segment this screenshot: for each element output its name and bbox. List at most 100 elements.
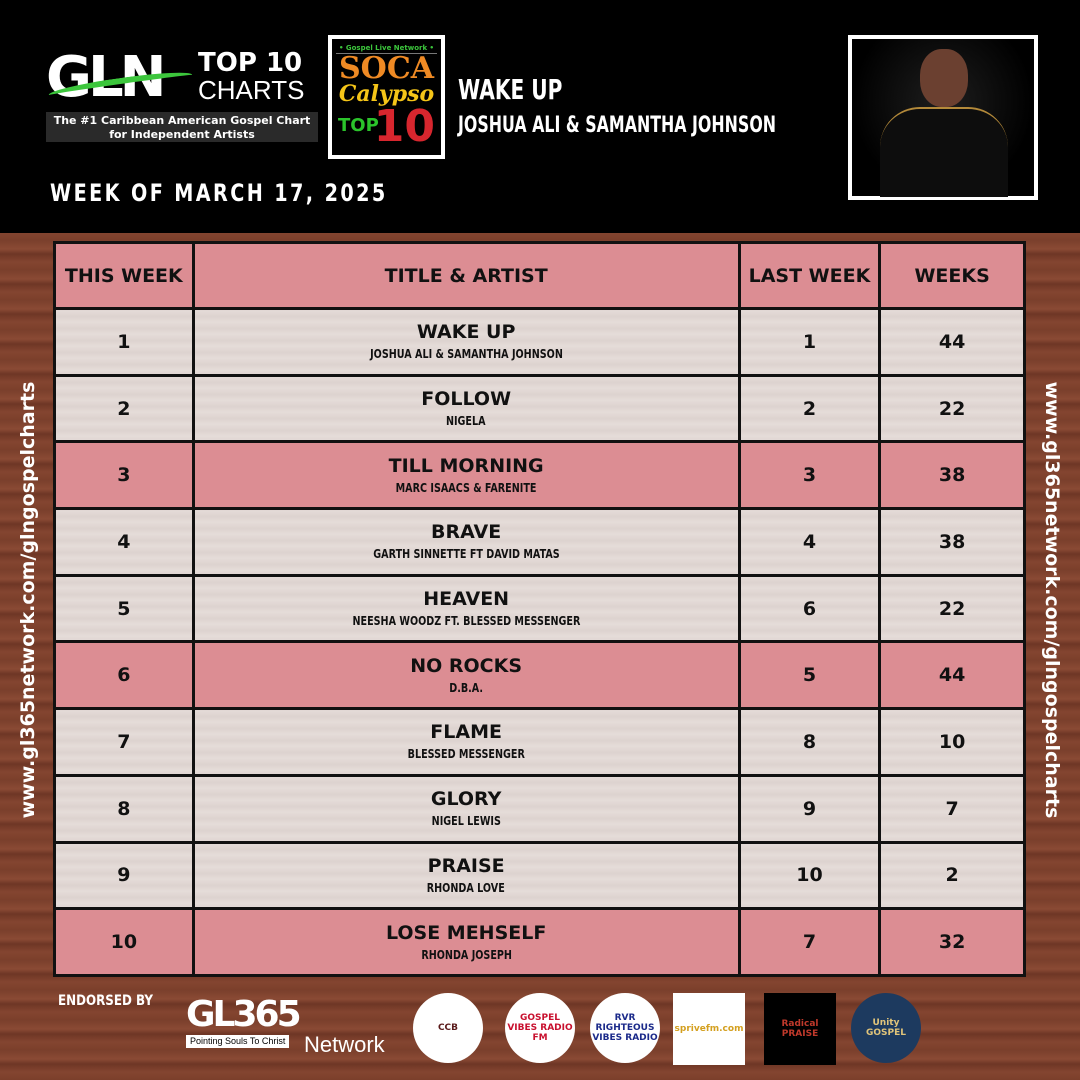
photo-head [920, 49, 968, 107]
table-row: 5 HEAVEN NEESHA WOODZ FT. BLESSED MESSENG… [53, 573, 1026, 644]
soca-text: SOCA [339, 51, 434, 86]
weeks-on-chart: 22 [878, 373, 1026, 444]
partner-logo: GOSPEL VIBES RADIO FM [505, 993, 575, 1063]
partner-logo: CCB [413, 993, 483, 1063]
partner-logo: Unity GOSPEL [851, 993, 921, 1063]
last-week: 4 [737, 507, 882, 577]
title-artist-cell: BRAVE GARTH SINNETTE FT DAVID MATAS [191, 507, 741, 577]
table-row: 4 BRAVE GARTH SINNETTE FT DAVID MATAS 4 3… [53, 507, 1026, 577]
last-week: 10 [737, 840, 882, 911]
featured-artist: JOSHUA ALI & SAMANTHA JOHNSON [458, 113, 777, 138]
this-week: 4 [53, 507, 195, 577]
title-artist-cell: PRAISE RHONDA LOVE [191, 840, 741, 911]
soca-top: TOP [338, 115, 379, 136]
partner-logo: Radical PRAISE [764, 993, 836, 1065]
header: GLN TOP 10 CHARTS The #1 Caribbean Ameri… [0, 0, 1080, 233]
week-of: WEEK OF MARCH 17, 2025 [50, 179, 388, 207]
this-week: 3 [53, 440, 195, 511]
song-title: LOSE MEHSELF [385, 921, 547, 944]
side-url-right: www.gl365network.com/glngospelcharts [1041, 381, 1063, 819]
weeks-on-chart: 44 [878, 640, 1026, 711]
song-artist: RHONDA LOVE [427, 880, 506, 895]
last-week: 2 [737, 373, 882, 444]
weeks-on-chart: 38 [878, 440, 1026, 511]
title-artist-cell: HEAVEN NEESHA WOODZ FT. BLESSED MESSENGER [191, 573, 741, 644]
last-week: 1 [737, 307, 882, 377]
this-week: 6 [53, 640, 195, 711]
logo-tagline: The #1 Caribbean American Gospel Chart f… [46, 112, 318, 142]
song-title: BRAVE [431, 521, 502, 544]
song-title: GLORY [430, 788, 502, 811]
weeks-on-chart: 44 [878, 307, 1026, 377]
this-week: 1 [53, 307, 195, 377]
header-last-week: LAST WEEK [737, 241, 882, 310]
song-title: WAKE UP [416, 321, 516, 344]
weeks-on-chart: 22 [878, 573, 1026, 644]
song-artist: D.B.A. [449, 680, 484, 695]
title-artist-cell: NO ROCKS D.B.A. [191, 640, 741, 711]
gln-logo-text: GLN [46, 45, 166, 110]
title-artist-cell: WAKE UP JOSHUA ALI & SAMANTHA JOHNSON [191, 307, 741, 377]
table-row: 7 FLAME BLESSED MESSENGER 8 10 [53, 707, 1026, 777]
soca-network: • Gospel Live Network • [336, 43, 437, 54]
table-header: THIS WEEK TITLE & ARTIST LAST WEEK WEEKS [53, 241, 1026, 310]
calypso-text: Calypso [338, 81, 435, 107]
last-week: 3 [737, 440, 882, 511]
header-weeks: WEEKS [878, 241, 1026, 310]
this-week: 8 [53, 773, 195, 844]
song-artist: GARTH SINNETTE FT DAVID MATAS [372, 547, 560, 562]
song-artist: BLESSED MESSENGER [407, 747, 525, 762]
song-artist: NIGEL LEWIS [431, 814, 501, 829]
weeks-on-chart: 2 [878, 840, 1026, 911]
header-title-artist: TITLE & ARTIST [191, 241, 741, 310]
gl365-logo-text: GL365 [186, 994, 302, 1035]
table-row: 9 PRAISE RHONDA LOVE 10 2 [53, 840, 1026, 911]
song-title: PRAISE [427, 854, 505, 877]
song-artist: JOSHUA ALI & SAMANTHA JOHNSON [369, 347, 563, 362]
weeks-on-chart: 7 [878, 773, 1026, 844]
partner-logo: sprivefm.com [673, 993, 745, 1065]
this-week: 2 [53, 373, 195, 444]
table-row: 8 GLORY NIGEL LEWIS 9 7 [53, 773, 1026, 844]
last-week: 5 [737, 640, 882, 711]
logo-top10: TOP 10 [198, 48, 303, 78]
side-url-left: www.gl365network.com/glngospelcharts [17, 381, 39, 819]
partner-logo: RVR RIGHTEOUS VIBES RADIO [590, 993, 660, 1063]
last-week: 6 [737, 573, 882, 644]
song-artist: RHONDA JOSEPH [420, 947, 512, 962]
artist-photo [848, 35, 1038, 200]
table-row: 2 FOLLOW NIGELA 2 22 [53, 373, 1026, 444]
last-week: 9 [737, 773, 882, 844]
this-week: 5 [53, 573, 195, 644]
this-week: 9 [53, 840, 195, 911]
soca-calypso-logo: • Gospel Live Network • SOCA Calypso TOP… [328, 35, 445, 159]
soca-10: 10 [373, 101, 435, 152]
endorsed-by-label: ENDORSED BY [58, 993, 154, 1009]
song-artist: NIGELA [446, 414, 486, 429]
weeks-on-chart: 38 [878, 507, 1026, 577]
table-row: 10 LOSE MEHSELF RHONDA JOSEPH 7 32 [53, 907, 1026, 977]
logo-charts: CHARTS [198, 75, 305, 105]
this-week: 7 [53, 707, 195, 777]
gl365-network-logo: GL365 Pointing Souls To Christ Network [186, 997, 398, 1059]
title-artist-cell: GLORY NIGEL LEWIS [191, 773, 741, 844]
song-title: FOLLOW [421, 388, 512, 411]
song-artist: MARC ISAACS & FARENITE [395, 480, 537, 495]
title-artist-cell: TILL MORNING MARC ISAACS & FARENITE [191, 440, 741, 511]
song-title: FLAME [430, 721, 502, 744]
gl365-tagline: Pointing Souls To Christ [186, 1035, 290, 1048]
table-row: 6 NO ROCKS D.B.A. 5 44 [53, 640, 1026, 711]
song-title: HEAVEN [423, 588, 510, 611]
last-week: 8 [737, 707, 882, 777]
chart-table: THIS WEEK TITLE & ARTIST LAST WEEK WEEKS… [53, 241, 1026, 977]
weeks-on-chart: 32 [878, 907, 1026, 977]
this-week: 10 [53, 907, 195, 977]
title-artist-cell: FLAME BLESSED MESSENGER [191, 707, 741, 777]
last-week: 7 [737, 907, 882, 977]
table-row: 3 TILL MORNING MARC ISAACS & FARENITE 3 3… [53, 440, 1026, 511]
weeks-on-chart: 10 [878, 707, 1026, 777]
header-this-week: THIS WEEK [53, 241, 195, 310]
song-title: NO ROCKS [410, 654, 523, 677]
title-artist-cell: LOSE MEHSELF RHONDA JOSEPH [191, 907, 741, 977]
song-title: TILL MORNING [388, 454, 544, 477]
